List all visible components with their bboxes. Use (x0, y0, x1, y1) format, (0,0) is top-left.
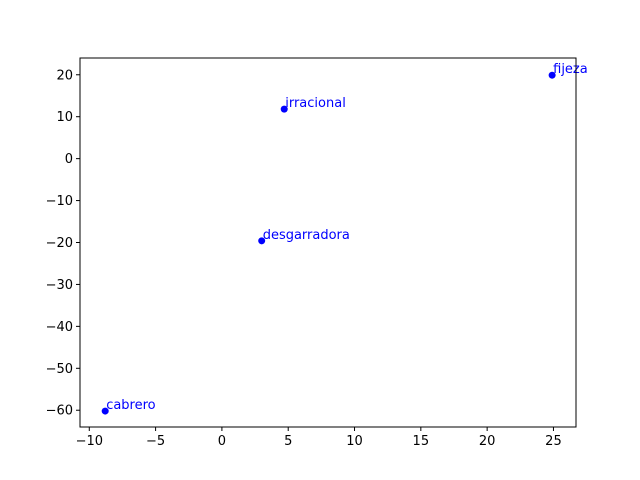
y-tick-label: 0 (65, 152, 73, 167)
data-point (258, 237, 266, 245)
point-label: desgarradora (263, 228, 350, 243)
y-tick-label: −10 (46, 194, 73, 209)
data-point (101, 407, 109, 415)
y-tick-label: −60 (46, 404, 73, 419)
y-tick-label: 10 (56, 110, 73, 125)
data-point (548, 71, 556, 79)
x-tick-label: 25 (545, 434, 562, 449)
point-label: cabrero (106, 398, 155, 413)
x-tick-label: −10 (76, 434, 103, 449)
y-tick-label: −50 (46, 362, 73, 377)
points-layer: fijeza irracional desgarradora cabrero (101, 62, 588, 415)
plot-frame (79, 57, 577, 428)
x-tick-label: 5 (284, 434, 292, 449)
x-tick-label: 20 (479, 434, 496, 449)
y-tick-label: −30 (46, 278, 73, 293)
point-label: fijeza (553, 62, 588, 77)
x-tick-label: −5 (146, 434, 165, 449)
y-tick-label: 20 (56, 68, 73, 83)
x-tick-label: 10 (346, 434, 363, 449)
y-tick-label: −40 (46, 320, 73, 335)
data-point (280, 105, 288, 113)
x-tick-label: 15 (413, 434, 430, 449)
x-tick-label: 0 (218, 434, 226, 449)
point-label: irracional (285, 96, 346, 111)
y-tick-label: −20 (46, 236, 73, 251)
